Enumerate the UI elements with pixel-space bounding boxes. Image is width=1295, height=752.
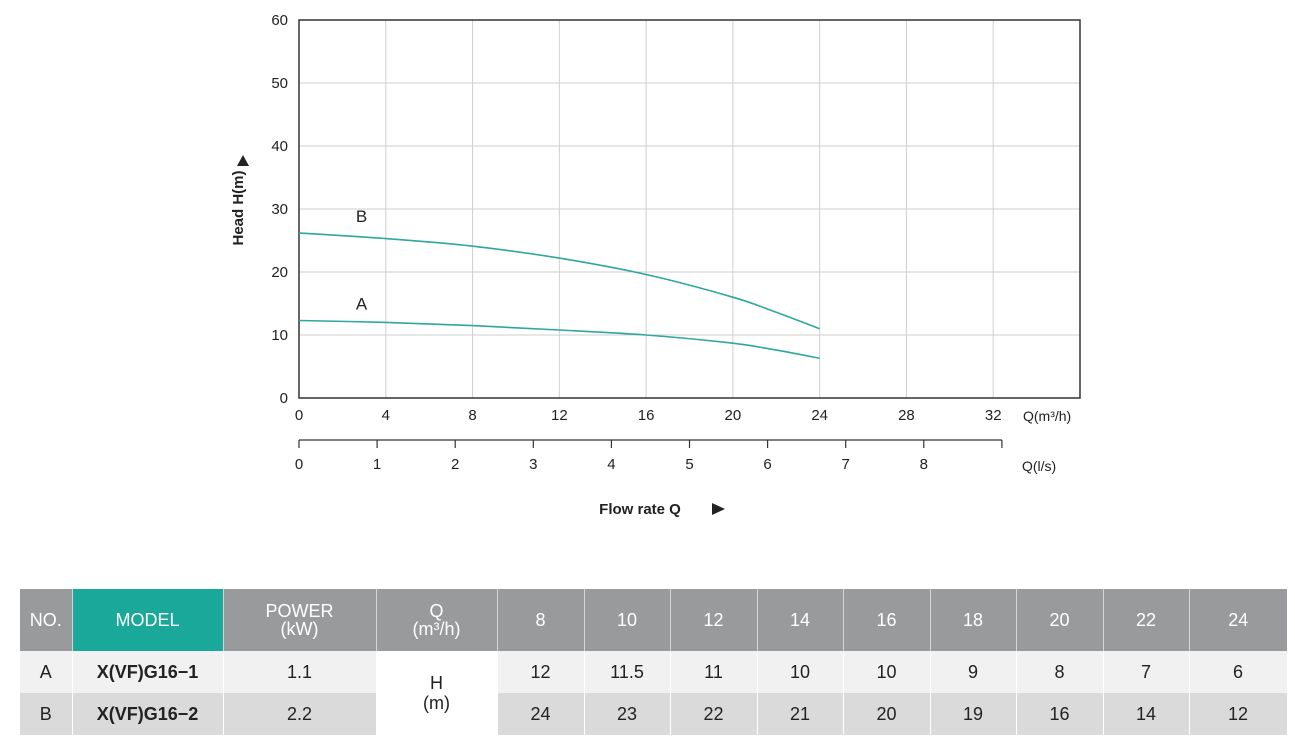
header-flow: 10 (584, 589, 671, 651)
head-value: 10 (757, 651, 844, 693)
x-tick-label: 8 (468, 407, 476, 424)
x2-tick-label: 8 (920, 456, 928, 473)
chart-grid (299, 20, 1080, 398)
y-tick-label: 20 (271, 264, 288, 281)
header-power: POWER (kW) (223, 589, 377, 651)
row-model: X(VF)G16−1 (72, 651, 224, 693)
head-value: 9 (930, 651, 1017, 693)
header-flow: 18 (930, 589, 1017, 651)
x-axis-arrow-icon (712, 503, 725, 515)
x-tick-label: 12 (551, 407, 568, 424)
x-tick-label: 16 (638, 407, 655, 424)
x-axis-ticks: 0 4 8 12 16 20 24 28 32 (295, 407, 1002, 424)
secondary-x-axis-ticks: 0 1 2 3 4 5 6 7 8 (295, 440, 1003, 473)
x2-tick-label: 1 (373, 456, 381, 473)
row-no: A (20, 651, 73, 693)
head-value: 14 (1103, 693, 1190, 735)
x2-tick-label: 5 (685, 456, 693, 473)
header-flow: 14 (757, 589, 844, 651)
curve-label-b: B (356, 207, 367, 226)
header-q-unit: (m³/h) (412, 619, 461, 639)
header-flow: 24 (1189, 589, 1287, 651)
secondary-x-axis-unit: Q(l/s) (1022, 458, 1056, 474)
x-tick-label: 0 (295, 407, 303, 424)
head-value: 12 (497, 651, 585, 693)
curve-a (298, 319, 820, 360)
table-header-row: NO. MODEL POWER (kW) Q (m³/h) 8 10 12 14 1… (20, 589, 1287, 651)
x-tick-label: 32 (985, 407, 1002, 424)
y-axis-arrow-icon (237, 155, 249, 166)
x-tick-label: 24 (811, 407, 828, 424)
x2-tick-label: 6 (763, 456, 771, 473)
y-tick-label: 50 (271, 75, 288, 92)
head-value: 21 (757, 693, 844, 735)
y-tick-label: 0 (280, 390, 288, 407)
curve-label-a: A (356, 295, 368, 314)
table-row: A X(VF)G16−1 1.1 H (m) 12 11.5 11 10 10 9… (20, 651, 1288, 735)
header-power-label: POWER (265, 601, 334, 621)
header-power-unit: (kW) (280, 619, 319, 639)
head-unit: (m) (423, 693, 450, 713)
header-no: NO. (20, 589, 73, 651)
table-row: B X(VF)G16−2 2.2 24 23 22 21 20 19 16 14… (20, 693, 1288, 735)
x2-tick-label: 4 (607, 456, 615, 473)
header-flow: 20 (1016, 589, 1104, 651)
performance-table: NO. MODEL POWER (kW) Q (m³/h) 8 10 12 14 1… (20, 589, 1288, 735)
head-label: H (430, 673, 443, 693)
y-tick-label: 60 (271, 12, 288, 29)
y-axis-title: Head H(m) (230, 170, 247, 245)
header-model: MODEL (72, 589, 224, 651)
row-power: 2.2 (223, 693, 377, 735)
x-tick-label: 20 (725, 407, 742, 424)
x2-tick-label: 2 (451, 456, 459, 473)
head-value: 11 (670, 651, 758, 693)
y-tick-label: 40 (271, 138, 288, 155)
header-flow: 22 (1103, 589, 1190, 651)
head-unit-cell: H (m) (376, 651, 498, 735)
header-flow: 12 (670, 589, 758, 651)
header-q: Q (m³/h) (376, 589, 498, 651)
head-value: 12 (1189, 693, 1288, 735)
plot-frame (298, 19, 1081, 399)
header-q-label: Q (429, 601, 444, 621)
head-value: 24 (497, 693, 585, 735)
y-tick-label: 10 (271, 327, 288, 344)
x-axis-title: Flow rate Q (599, 501, 681, 518)
x2-tick-label: 0 (295, 456, 303, 473)
head-value: 20 (843, 693, 931, 735)
x2-tick-label: 7 (842, 456, 850, 473)
curve-b (298, 232, 820, 330)
x-axis-unit: Q(m³/h) (1023, 408, 1071, 424)
header-flow: 8 (497, 589, 585, 651)
head-value: 23 (584, 693, 671, 735)
x2-tick-label: 3 (529, 456, 537, 473)
row-no: B (20, 693, 73, 735)
x-tick-label: 4 (382, 407, 390, 424)
head-value: 10 (843, 651, 931, 693)
y-tick-label: 30 (271, 201, 288, 218)
row-model: X(VF)G16−2 (72, 693, 224, 735)
head-value: 22 (670, 693, 758, 735)
y-axis-ticks: 0 10 20 30 40 50 60 (271, 12, 288, 407)
head-value: 19 (930, 693, 1017, 735)
head-value: 16 (1016, 693, 1104, 735)
head-value: 8 (1016, 651, 1104, 693)
head-value: 7 (1103, 651, 1190, 693)
header-flow: 16 (843, 589, 931, 651)
row-power: 1.1 (223, 651, 377, 693)
head-value: 6 (1189, 651, 1288, 693)
curve-series: AB (298, 207, 820, 360)
x-tick-label: 28 (898, 407, 915, 424)
head-value: 11.5 (584, 651, 671, 693)
